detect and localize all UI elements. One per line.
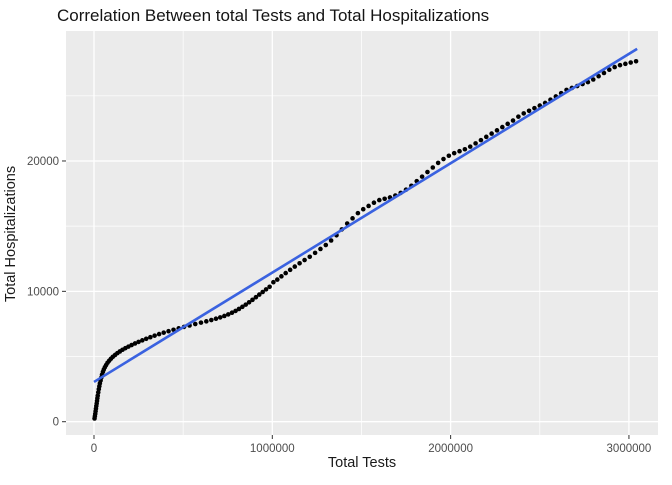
y-tick-label: 0 (53, 417, 59, 429)
data-point (601, 70, 607, 76)
data-point (136, 339, 141, 345)
data-point (253, 294, 259, 300)
data-point (161, 330, 167, 335)
data-point (596, 73, 601, 79)
trend-line (93, 47, 638, 384)
data-point (478, 137, 484, 143)
data-point (590, 77, 596, 82)
y-tick-label: 20000 (27, 156, 59, 168)
x-tick-label: 3000000 (607, 443, 652, 455)
data-point (198, 320, 204, 325)
data-point (213, 316, 219, 322)
data-point (419, 174, 425, 179)
data-point (467, 144, 473, 149)
x-tick-label: 1000000 (250, 443, 295, 455)
data-point (192, 321, 198, 327)
data-point (628, 60, 634, 65)
data-point (516, 114, 521, 119)
panel-background (66, 31, 658, 435)
data-point (473, 141, 478, 146)
data-point (263, 287, 269, 292)
data-point (489, 131, 494, 136)
data-point (617, 62, 623, 68)
data-point (246, 299, 252, 305)
data-point (229, 310, 235, 316)
y-axis-title: Total Hospitalizations (3, 165, 19, 303)
data-point (441, 156, 446, 162)
data-point (500, 124, 505, 130)
data-point (217, 315, 223, 320)
data-point (225, 312, 231, 317)
data-point (318, 246, 323, 252)
data-point (143, 336, 149, 342)
data-point (166, 328, 171, 334)
data-point (267, 284, 272, 290)
data-point (633, 58, 639, 64)
data-point (156, 331, 162, 337)
data-point (260, 289, 265, 295)
data-point (275, 277, 280, 282)
data-point (297, 261, 302, 266)
x-axis-title: Total Tests (327, 455, 397, 471)
data-point (312, 250, 318, 256)
data-point (462, 146, 468, 152)
data-point (302, 257, 307, 263)
data-point (510, 118, 516, 123)
data-point (233, 308, 238, 314)
data-point (279, 274, 284, 279)
data-point (526, 108, 532, 114)
data-point (204, 319, 209, 324)
data-point (222, 313, 227, 319)
data-point (451, 150, 457, 156)
x-tick-label: 2000000 (428, 443, 473, 455)
data-point (446, 153, 452, 159)
data-point (483, 134, 489, 140)
data-point (240, 304, 245, 310)
data-point (360, 206, 366, 212)
data-point (366, 203, 371, 209)
data-point (292, 264, 298, 269)
data-point (425, 169, 430, 175)
data-point (307, 254, 313, 260)
data-point (287, 267, 293, 273)
data-point (376, 197, 382, 203)
data-point (532, 105, 537, 111)
data-point (623, 61, 628, 67)
data-point (132, 341, 138, 346)
data-point (355, 210, 361, 216)
data-point (457, 148, 462, 154)
data-point (494, 128, 500, 133)
data-point (148, 334, 153, 340)
data-point (435, 160, 441, 166)
data-point (256, 292, 262, 297)
data-point (209, 317, 214, 323)
data-point (283, 270, 288, 276)
data-point (271, 279, 276, 285)
data-point (607, 67, 612, 73)
data-point (250, 297, 255, 303)
data-point (328, 238, 334, 243)
data-point (430, 165, 436, 170)
data-point (323, 242, 329, 248)
x-tick-label: 0 (91, 443, 97, 455)
data-point (382, 196, 387, 202)
data-point (236, 306, 242, 312)
data-point (371, 200, 377, 205)
data-point (612, 64, 617, 70)
data-point (140, 338, 145, 343)
data-point (521, 111, 527, 116)
data-point (243, 302, 249, 307)
chart-title: Correlation Between total Tests and Tota… (57, 6, 490, 25)
data-point (505, 121, 510, 127)
y-tick-label: 10000 (27, 286, 59, 298)
data-point (350, 216, 355, 221)
data-point (152, 333, 157, 338)
